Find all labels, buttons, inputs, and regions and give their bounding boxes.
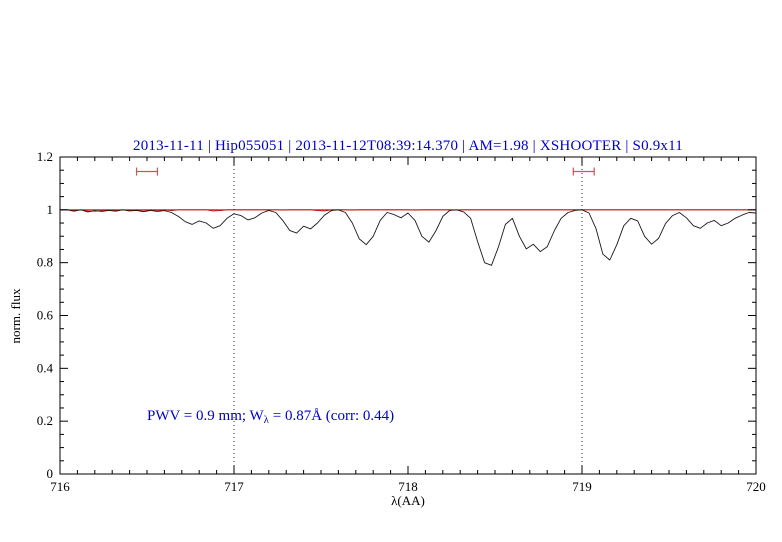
annotation-suffix: = 0.87Å (corr: 0.44) bbox=[269, 408, 394, 424]
y-tick-label: 0.4 bbox=[37, 360, 54, 375]
y-tick-label: 0.8 bbox=[37, 255, 53, 270]
plot-title: 2013-11-11 | Hip055051 | 2013-11-12T08:3… bbox=[133, 138, 683, 154]
y-tick-label: 1.2 bbox=[37, 149, 53, 164]
x-tick-label: 720 bbox=[746, 479, 766, 494]
annotation-prefix: PWV = 0.9 mm; W bbox=[147, 408, 265, 424]
x-tick-label: 717 bbox=[224, 479, 244, 494]
ticks-layer: 716 717 718 719 720 0 0.2 0.4 0.6 0.8 1 1.2 bbox=[37, 149, 766, 494]
gridlines-layer bbox=[60, 157, 756, 474]
x-axis-label: λ(AA) bbox=[391, 493, 425, 508]
y-tick-label: 0.6 bbox=[37, 308, 54, 323]
plot-frame bbox=[59, 156, 757, 475]
annotation-text: PWV = 0.9 mm; Wλ = 0.87Å (corr: 0.44) bbox=[147, 408, 394, 426]
range-marker bbox=[572, 167, 595, 176]
range-markers-layer bbox=[135, 167, 595, 176]
y-tick-label: 0.2 bbox=[37, 413, 53, 428]
series-layer bbox=[60, 209, 757, 266]
x-tick-label: 719 bbox=[572, 479, 592, 494]
annotation-lambda-subscript: λ bbox=[264, 414, 270, 426]
range-marker bbox=[135, 167, 159, 176]
x-tick-label: 718 bbox=[398, 479, 418, 494]
y-tick-label: 1 bbox=[47, 202, 54, 217]
observed-spectrum-line bbox=[60, 209, 757, 266]
y-tick-label: 0 bbox=[47, 466, 54, 481]
x-tick-label: 716 bbox=[50, 479, 70, 494]
y-axis-label: norm. flux bbox=[8, 288, 23, 343]
telluric-model-spectrum-line bbox=[60, 209, 756, 212]
